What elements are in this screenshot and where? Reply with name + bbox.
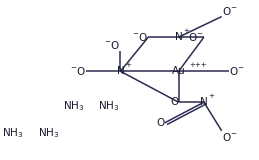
Text: $^{-}$O: $^{-}$O bbox=[104, 39, 120, 51]
Text: NH$_3$: NH$_3$ bbox=[98, 99, 120, 113]
Text: N: N bbox=[200, 97, 208, 107]
Text: N: N bbox=[117, 66, 124, 76]
Text: NH$_3$: NH$_3$ bbox=[2, 126, 24, 140]
Text: Au: Au bbox=[172, 66, 185, 76]
Text: +++: +++ bbox=[189, 62, 207, 68]
Text: NH$_3$: NH$_3$ bbox=[38, 126, 59, 140]
Text: $^{-}$O: $^{-}$O bbox=[70, 65, 86, 77]
Text: $^{-}$O: $^{-}$O bbox=[132, 31, 148, 43]
Text: O$^{-}$: O$^{-}$ bbox=[188, 31, 204, 43]
Text: +: + bbox=[208, 93, 214, 99]
Text: N: N bbox=[175, 32, 183, 42]
Text: O: O bbox=[156, 118, 165, 128]
Text: NH$_3$: NH$_3$ bbox=[63, 99, 84, 113]
Text: +: + bbox=[183, 28, 189, 34]
Text: O$^{-}$: O$^{-}$ bbox=[222, 4, 237, 16]
Text: O$^{-}$: O$^{-}$ bbox=[229, 65, 245, 77]
Text: O$^{-}$: O$^{-}$ bbox=[222, 131, 237, 143]
Text: O: O bbox=[170, 97, 179, 107]
Text: +: + bbox=[125, 62, 131, 68]
